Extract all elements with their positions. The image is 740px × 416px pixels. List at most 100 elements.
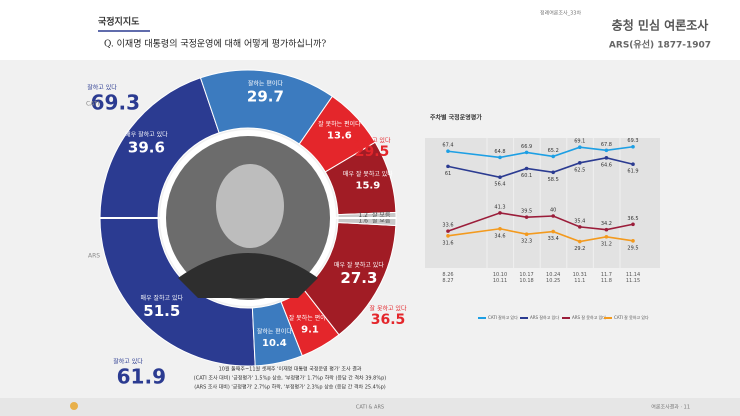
footer-center: CATI & ARS	[356, 405, 384, 411]
legend-label: ARS 잘하고 있다	[530, 314, 559, 320]
section-title: 국정지지도	[98, 16, 140, 28]
point	[604, 148, 609, 153]
point	[446, 229, 450, 233]
point	[604, 156, 609, 160]
x-tick-label: 11.7 11.8	[600, 272, 612, 284]
point	[498, 155, 502, 160]
total-value: 61.9	[117, 365, 166, 389]
value-label: 60.1	[521, 173, 532, 179]
point	[524, 150, 529, 155]
legend-label: CATI 잘하고 있다	[488, 314, 518, 320]
segment-label: 잘 못하는 편이다	[318, 120, 361, 128]
note: 10월 둘째주~11월 셋째주 '이재명 대통령 국정운영 평가' 조사 결과	[219, 366, 362, 373]
value-label: 31.6	[442, 240, 453, 246]
value-label: 33.6	[442, 223, 453, 229]
total-value: 69.3	[91, 91, 140, 115]
legend-label: CATI 잘 못하고 있다	[614, 314, 649, 320]
point	[631, 144, 635, 149]
point	[631, 162, 635, 167]
value-label: 40	[550, 208, 556, 214]
donut-segment	[302, 222, 397, 336]
point	[524, 215, 529, 219]
value-label: 69.3	[627, 138, 638, 144]
point	[551, 214, 555, 218]
value-label: 36.5	[627, 216, 638, 222]
value-label: 31.2	[601, 241, 612, 247]
photo-body	[178, 253, 318, 298]
point	[604, 227, 609, 232]
point	[524, 166, 529, 171]
value-label: 34.6	[494, 233, 505, 239]
value-label: 29.2	[574, 246, 585, 252]
point	[578, 239, 582, 244]
point	[498, 211, 502, 215]
segment-label: 매우 잘하고 있다	[141, 294, 184, 302]
value-label: 32.3	[521, 239, 532, 245]
value-label: 67.4	[442, 143, 453, 149]
value-label: 35.4	[574, 218, 585, 224]
total-label: 잘 못하고 있다	[354, 136, 391, 144]
value-label: 33.4	[548, 236, 559, 242]
x-tick-label: 10.31 11.1	[572, 272, 587, 284]
value-label: 62.5	[574, 167, 585, 173]
value-label: 67.8	[601, 142, 612, 148]
point	[446, 234, 450, 238]
segment-value: 15.9	[356, 181, 381, 192]
segment-value: 27.3	[340, 269, 377, 287]
x-tick-label: 10.24 10.25	[546, 272, 561, 284]
segment-label: 매우 잘 못하고 있다	[343, 170, 393, 178]
segment-label: 매우 잘 못하고 있다	[334, 261, 384, 269]
point	[631, 222, 635, 227]
value-label: 58.5	[548, 177, 559, 183]
footer-right: 여론조사결과 · 11	[651, 404, 690, 411]
footer-band	[0, 398, 740, 416]
x-tick-label: 10.17 10.18	[519, 272, 534, 284]
note: (CATI 조사 대비) '긍정평가' 1.5%p 상승, '부정평가' 1.7…	[194, 375, 386, 382]
segment-value: 39.6	[128, 139, 165, 157]
segment-value: 1.2	[358, 212, 368, 219]
point	[551, 229, 555, 234]
point	[446, 149, 450, 154]
point	[551, 170, 555, 175]
total-value: 29.5	[355, 144, 390, 160]
value-label: 66.9	[521, 144, 532, 150]
value-label: 56.4	[494, 182, 505, 188]
x-tick-label: 8.26 8.27	[442, 272, 454, 284]
footer-icon	[70, 402, 78, 410]
brand-title: 충청 민심 여론조사	[612, 18, 709, 33]
segment-value: 13.6	[327, 131, 352, 142]
point	[578, 161, 582, 165]
point	[551, 154, 555, 159]
photo-face	[216, 164, 284, 248]
series-name: CATI	[86, 101, 99, 108]
value-label: 34.2	[601, 221, 612, 227]
donut-segment	[251, 301, 303, 367]
point	[498, 175, 502, 180]
value-label: 64.6	[601, 162, 612, 168]
segment-value: 29.7	[247, 88, 284, 106]
segment-label: 잘 못하는 편이다	[289, 314, 332, 322]
segment-label: 잘하는 편이다	[248, 80, 284, 88]
value-label: 64.8	[494, 149, 505, 155]
segment-label: 매우 잘하고 있다	[125, 131, 168, 139]
point	[578, 225, 582, 229]
segment-value: 51.5	[143, 302, 180, 320]
segment-value: 1.6	[358, 218, 368, 225]
value-label: 65.2	[548, 148, 559, 154]
legend-label: ARS 잘 못하고 있다	[572, 314, 606, 320]
segment-label: 잘하는 편이다	[257, 328, 293, 336]
value-label: 61	[445, 171, 451, 177]
value-label: 29.5	[627, 245, 638, 251]
value-label: 69.1	[574, 139, 585, 145]
point	[498, 226, 502, 231]
line-title: 주차별 국정운영평가	[430, 114, 482, 122]
value-label: 41.3	[494, 204, 505, 210]
segment-value: 9.1	[301, 325, 319, 336]
point	[578, 145, 582, 150]
total-label: 잘하고 있다	[87, 84, 117, 92]
segment-label: 잘 모름	[372, 217, 391, 225]
segment-value: 10.4	[262, 338, 287, 349]
total-label: 잘 못하고 있다	[370, 304, 407, 312]
